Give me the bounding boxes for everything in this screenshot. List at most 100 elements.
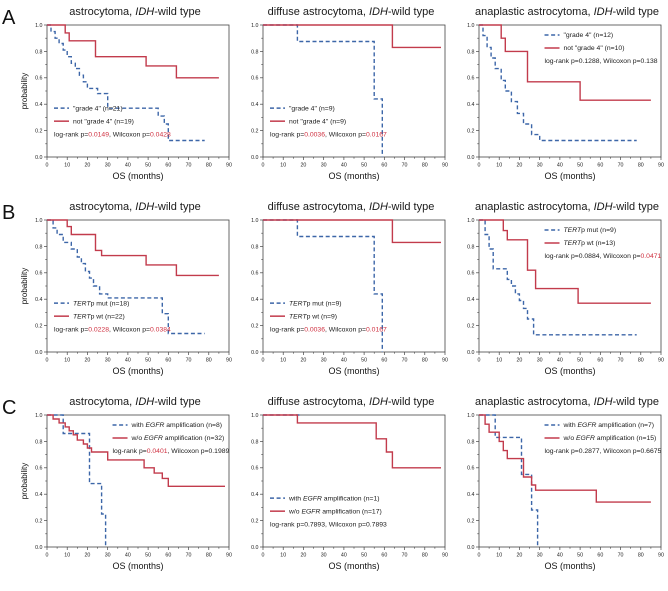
y-tick-label: 0.6 <box>467 76 474 82</box>
y-tick-label: 0.2 <box>35 324 42 330</box>
legend-label: "grade 4" (n=12) <box>564 32 614 39</box>
x-tick-label: 90 <box>226 358 232 364</box>
x-tick-label: 20 <box>84 553 90 559</box>
x-tick-label: 50 <box>361 553 367 559</box>
x-tick-label: 30 <box>537 553 543 559</box>
x-tick-label: 20 <box>300 163 306 169</box>
x-axis-label: OS (months) <box>112 366 163 376</box>
stats-text: log-rank p=0.7893, Wilcoxon p=0.7893 <box>270 521 387 528</box>
series-red-curve <box>263 219 441 244</box>
y-tick-label: 1.0 <box>35 23 42 29</box>
legend-label: w/o EGFR amplification (n=32) <box>131 435 225 442</box>
km-plot-c3: 0 10 20 30 40 50 60 70 80 90 0.0 0.2 0.4 0.6 0.8 1.0 OS … <box>467 413 664 571</box>
plot-title: anaplastic astrocytoma, IDH-wild type <box>474 6 660 18</box>
y-tick-label: 0.4 <box>35 492 42 498</box>
x-tick-label: 0 <box>46 358 49 364</box>
km-plot-b2: 0 10 20 30 40 50 60 70 80 90 0.0 0.2 0.4 0.6 0.8 1.0 OS … <box>251 218 448 376</box>
stats-text: log-rank p=0.2877, Wilcoxon p=0.6675 <box>545 448 662 455</box>
panel-letter-B: B <box>2 202 16 224</box>
x-tick-label: 80 <box>206 358 212 364</box>
series-red-curve <box>479 219 651 304</box>
y-tick-label: 0.8 <box>251 244 258 250</box>
legend-label: with EGFR amplification (n=1) <box>288 495 380 502</box>
x-tick-label: 10 <box>64 553 70 559</box>
km-plot-a3: 0 10 20 30 40 50 60 70 80 90 0.0 0.2 0.4 0.6 0.8 1.0 OS … <box>467 23 664 181</box>
x-tick-label: 80 <box>206 553 212 559</box>
km-panel-b2: diffuse astrocytoma, IDH-wild type 0 10 20 3… <box>236 201 452 396</box>
x-tick-label: 40 <box>125 358 131 364</box>
km-panel-a2: diffuse astrocytoma, IDH-wild type 0 10 20 3… <box>236 6 452 201</box>
y-tick-label: 0.2 <box>467 324 474 330</box>
y-tick-label: 1.0 <box>467 413 474 419</box>
x-tick-label: 30 <box>537 358 543 364</box>
x-tick-label: 90 <box>226 553 232 559</box>
x-tick-label: 40 <box>557 163 563 169</box>
x-tick-label: 10 <box>496 553 502 559</box>
km-panel-a1: astrocytoma, IDH-wild type 0 10 20 30 40 50 60 7… <box>20 6 236 201</box>
km-panel-c2: diffuse astrocytoma, IDH-wild type 0 10 20 3… <box>236 396 452 591</box>
legend-label: not "grade 4" (n=9) <box>289 118 346 125</box>
legend-label: TERTp wt (n=13) <box>564 240 616 247</box>
y-tick-label: 0.6 <box>35 76 42 82</box>
series-blue-curve <box>479 24 637 142</box>
x-tick-label: 60 <box>597 163 603 169</box>
x-tick-label: 10 <box>280 553 286 559</box>
y-tick-label: 0.8 <box>35 49 42 55</box>
y-tick-label: 1.0 <box>35 218 42 224</box>
legend-label: w/o EGFR amplification (n=17) <box>288 508 382 515</box>
x-tick-label: 60 <box>597 358 603 364</box>
x-axis-label: OS (months) <box>544 561 595 571</box>
legend-label: not "grade 4" (n=19) <box>73 118 134 125</box>
x-axis-label: OS (months) <box>328 171 379 181</box>
x-tick-label: 0 <box>262 553 265 559</box>
x-tick-label: 0 <box>262 358 265 364</box>
x-tick-label: 40 <box>341 553 347 559</box>
y-tick-label: 0.2 <box>251 324 258 330</box>
x-tick-label: 70 <box>618 358 624 364</box>
x-tick-label: 90 <box>442 553 448 559</box>
x-tick-label: 10 <box>496 358 502 364</box>
x-tick-label: 0 <box>478 163 481 169</box>
y-tick-label: 0.8 <box>251 49 258 55</box>
x-tick-label: 70 <box>618 163 624 169</box>
series-red-curve <box>479 24 651 101</box>
legend-label: TERTp wt (n=9) <box>289 313 337 320</box>
x-tick-label: 0 <box>478 358 481 364</box>
y-tick-label: 0.4 <box>467 297 474 303</box>
x-tick-label: 30 <box>105 358 111 364</box>
y-tick-label: 0.8 <box>35 439 42 445</box>
panel-letter-A: A <box>2 7 16 29</box>
x-tick-label: 90 <box>658 163 664 169</box>
y-tick-label: 1.0 <box>35 413 42 419</box>
x-tick-label: 0 <box>46 163 49 169</box>
x-tick-label: 50 <box>145 553 151 559</box>
y-tick-label: 0.6 <box>35 466 42 472</box>
y-tick-label: 1.0 <box>251 23 258 29</box>
x-tick-label: 40 <box>341 358 347 364</box>
y-tick-label: 0.0 <box>251 155 258 161</box>
x-tick-label: 80 <box>206 163 212 169</box>
y-tick-label: 0.8 <box>35 244 42 250</box>
y-tick-label: 0.6 <box>251 271 258 277</box>
x-tick-label: 50 <box>577 553 583 559</box>
legend-label: with EGFR amplification (n=7) <box>563 422 655 429</box>
legend-label: TERTp wt (n=22) <box>73 313 125 320</box>
x-tick-label: 80 <box>422 553 428 559</box>
y-tick-label: 1.0 <box>467 23 474 29</box>
x-tick-label: 0 <box>262 163 265 169</box>
plot-title: diffuse astrocytoma, IDH-wild type <box>267 396 435 408</box>
stats-text: log-rank p=0.0884, Wilcoxon p=0.0471 <box>545 253 662 260</box>
x-tick-label: 10 <box>64 358 70 364</box>
series-red-curve <box>263 24 441 49</box>
y-tick-label: 0.6 <box>251 466 258 472</box>
y-tick-label: 0.2 <box>35 519 42 525</box>
y-tick-label: 0.4 <box>251 492 258 498</box>
x-tick-label: 20 <box>516 553 522 559</box>
y-tick-label: 0.0 <box>35 350 42 356</box>
x-tick-label: 60 <box>381 163 387 169</box>
x-tick-label: 80 <box>638 553 644 559</box>
plot-title: diffuse astrocytoma, IDH-wild type <box>267 6 435 18</box>
y-tick-label: 0.6 <box>467 466 474 472</box>
legend-label: TERTp mut (n=9) <box>289 300 342 307</box>
